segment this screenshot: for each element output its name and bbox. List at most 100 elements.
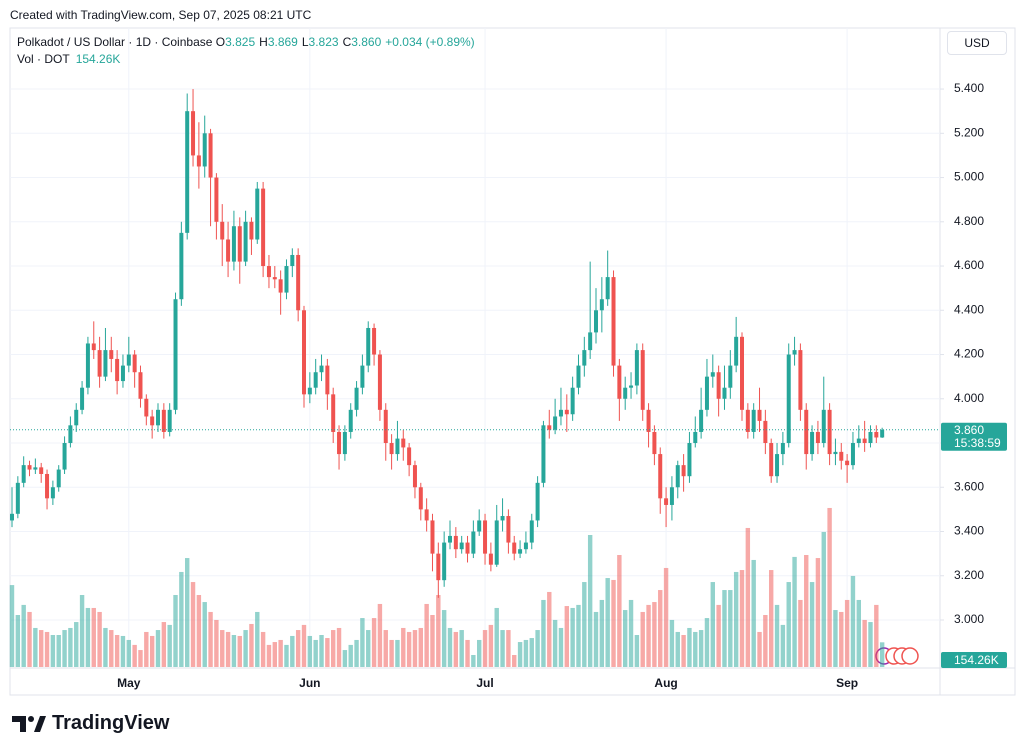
volume-bar (301, 624, 307, 667)
candle-body (412, 465, 417, 488)
candle-body (185, 111, 190, 233)
candle-body (623, 387, 628, 399)
candle-body (401, 438, 406, 448)
volume-bar (319, 635, 324, 667)
candle-body (669, 487, 674, 505)
volume-bar (354, 639, 359, 667)
volume-bar (15, 615, 21, 667)
candle-body (570, 387, 575, 415)
candle-body (337, 431, 342, 455)
candle-body (21, 465, 26, 483)
ohlc-value: 3.823 (308, 35, 339, 49)
volume-bar (465, 639, 470, 667)
candle-body (85, 343, 90, 388)
volume-bar (663, 567, 669, 667)
volume-bar (809, 582, 815, 667)
volume-bar (763, 615, 768, 667)
volume-bar (190, 582, 196, 667)
volume-bar (389, 639, 394, 667)
volume-bar (33, 627, 38, 667)
volume-bars (9, 507, 885, 667)
candle-body (500, 516, 505, 521)
candle-body (716, 372, 721, 399)
volume-bar (780, 624, 786, 667)
x-tick-label: Jul (476, 676, 493, 690)
candle-body (325, 365, 330, 395)
symbol-legend: Polkadot / US Dollar · 1D · Coinbase O3.… (17, 35, 479, 49)
candle-body (389, 443, 394, 455)
x-tick-label: May (117, 676, 141, 690)
volume-bar (342, 650, 348, 667)
volume-bar (582, 582, 587, 667)
volume-bar (728, 590, 733, 667)
volume-bar (512, 655, 517, 667)
candle-body (494, 520, 499, 565)
candle-body (319, 365, 324, 373)
volume-bar (290, 635, 295, 667)
candle-body (296, 254, 301, 311)
candle-body (588, 332, 593, 351)
volume-bar (757, 631, 762, 667)
candle-body (664, 498, 669, 505)
volume-bar (599, 599, 605, 667)
volume-bar (149, 635, 155, 667)
volume-bar (488, 624, 494, 667)
volume-bar (173, 595, 178, 667)
x-tick-label: Sep (836, 676, 858, 690)
currency-button[interactable]: USD (947, 31, 1007, 55)
volume-bar (874, 604, 879, 667)
logo: TradingView (12, 712, 169, 735)
volume-last: 154.26K (75, 52, 121, 66)
last-price-tag (941, 422, 1007, 451)
volume-bar (56, 635, 61, 667)
candle-body (226, 239, 231, 262)
volume-bar (208, 611, 213, 667)
candle-body (27, 465, 32, 470)
volume-bar (313, 639, 318, 667)
candle-body (611, 277, 616, 366)
volume-name: Vol · DOT (17, 52, 70, 66)
candle-body (68, 425, 73, 444)
candle-body (488, 553, 493, 565)
volume-bar (623, 610, 628, 667)
candle-body (518, 549, 523, 554)
volume-bar (44, 631, 50, 667)
candle-body (780, 443, 785, 455)
candle-body (156, 409, 160, 426)
volume-bar (406, 631, 412, 667)
candle-body (681, 465, 686, 477)
volume-bar (348, 644, 353, 667)
volume-bar (412, 630, 418, 667)
candle-body (191, 111, 196, 156)
volume-bar (453, 631, 459, 667)
candle-body (62, 443, 67, 470)
candle-body (605, 277, 610, 300)
volume-bar (401, 627, 406, 667)
volume-bar (167, 624, 172, 667)
candle-body (506, 516, 511, 543)
volume-bar (220, 630, 225, 667)
volume-bar (266, 644, 272, 667)
y-tick-label: 4.800 (954, 214, 984, 228)
volume-bar (79, 595, 85, 667)
volume-bar (50, 635, 56, 667)
volume-bar (687, 627, 692, 667)
volume-bar (611, 579, 616, 667)
volume-bar (202, 602, 207, 667)
ohlc-key: O (215, 35, 226, 49)
volume-bar (529, 638, 534, 667)
ohlc-value: 3.860 (351, 35, 382, 49)
candle-body (541, 425, 546, 483)
volume-bar (681, 635, 686, 667)
candle-body (740, 336, 744, 410)
volume-bar (745, 527, 751, 667)
volume-bar (126, 639, 131, 667)
ohlc-values: O3.825 H3.869 L3.823 C3.860 (216, 35, 386, 49)
candle-body (284, 266, 289, 293)
candle-body (763, 420, 768, 444)
candle-body (214, 177, 219, 222)
volume-bar (179, 571, 184, 667)
volume-bar (576, 604, 581, 667)
candle-body (833, 451, 838, 455)
candle-body (687, 443, 692, 477)
